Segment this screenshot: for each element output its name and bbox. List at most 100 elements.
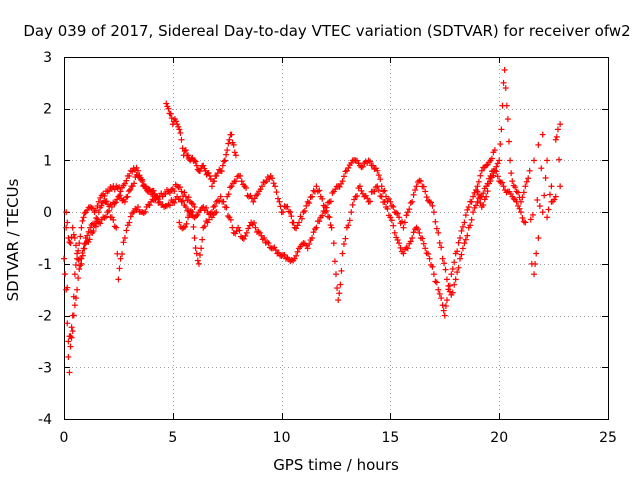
data-point	[339, 178, 346, 185]
data-point-interp	[364, 159, 371, 166]
data-point	[61, 255, 67, 262]
data-point-interp	[499, 179, 506, 186]
data-point-interp	[462, 212, 469, 219]
data-point-interp	[494, 160, 501, 167]
data-point	[461, 240, 468, 247]
data-point-interp	[351, 196, 358, 203]
data-point-interp	[429, 202, 436, 209]
data-point-interp	[523, 178, 530, 185]
data-point	[335, 297, 342, 304]
data-point-interp	[153, 194, 160, 201]
data-point	[557, 121, 564, 128]
data-point-interp	[273, 189, 280, 196]
data-point-interp	[440, 307, 447, 314]
data-point-interp	[307, 194, 314, 201]
data-point-interp	[238, 178, 245, 185]
data-point	[252, 224, 259, 231]
data-point	[430, 209, 437, 216]
data-point	[313, 183, 320, 190]
data-point-interp	[201, 223, 208, 230]
data-point	[224, 147, 231, 154]
data-point	[400, 224, 407, 231]
data-point-interp	[123, 227, 130, 234]
data-point-interp	[407, 199, 414, 206]
data-point-interp	[493, 163, 500, 170]
data-point-interp	[414, 179, 421, 186]
data-point-interp	[490, 149, 497, 156]
data-point-interp	[75, 275, 82, 282]
data-point-interp	[270, 180, 277, 187]
data-point	[422, 245, 429, 252]
data-point-interp	[203, 204, 210, 211]
data-point-interp	[338, 267, 345, 274]
data-point-interp	[406, 206, 413, 213]
data-point-interp	[464, 206, 471, 213]
data-point-interp	[381, 198, 388, 205]
data-point-interp	[84, 232, 91, 239]
data-point-interp	[446, 282, 453, 289]
data-point-interp	[449, 289, 456, 296]
data-point-interp	[420, 183, 427, 190]
data-point-interp	[259, 236, 266, 243]
data-point-interp	[425, 250, 432, 257]
data-point-interp	[107, 214, 114, 221]
data-point-interp	[66, 239, 73, 246]
data-point-interp	[442, 266, 449, 273]
data-point-interp	[257, 186, 264, 193]
data-point	[474, 198, 481, 205]
data-point-interp	[451, 259, 458, 266]
data-point-interp	[367, 198, 374, 205]
data-point	[352, 193, 359, 200]
data-point-interp	[258, 232, 265, 239]
data-point-interp	[481, 196, 488, 203]
data-point	[435, 286, 442, 293]
data-point	[287, 209, 294, 216]
y-tick-label: -4	[38, 412, 52, 428]
data-point	[439, 302, 446, 309]
data-point-interp	[340, 241, 347, 248]
data-point-interp	[90, 227, 97, 234]
data-point-interp	[367, 158, 374, 165]
data-point	[300, 209, 307, 216]
data-point-interp	[467, 222, 474, 229]
data-point-interp	[438, 295, 445, 302]
data-point-interp	[381, 187, 388, 194]
data-point-interp	[159, 201, 166, 208]
data-point-interp	[316, 187, 323, 194]
data-point-interp	[79, 252, 86, 259]
data-point-interp	[116, 265, 123, 272]
data-point	[507, 157, 514, 164]
data-point	[387, 198, 394, 205]
data-point	[80, 214, 87, 221]
data-point-interp	[94, 216, 101, 223]
data-point	[452, 276, 459, 283]
data-point-interp	[255, 228, 262, 235]
data-point-interp	[327, 198, 334, 205]
data-point-interp	[412, 187, 419, 194]
data-point-interp	[545, 206, 552, 213]
data-point	[200, 224, 207, 231]
data-point-interp	[114, 196, 121, 203]
data-point-interp	[280, 209, 287, 216]
data-point-interp	[310, 187, 317, 194]
data-point	[504, 116, 511, 123]
data-point-interp	[220, 158, 227, 165]
data-point-interp	[164, 103, 171, 110]
data-point-interp	[294, 248, 301, 255]
data-point-interp	[142, 183, 149, 190]
data-point	[180, 224, 187, 231]
data-point-interp	[345, 164, 352, 171]
data-point-interp	[325, 199, 332, 206]
data-point	[115, 276, 122, 283]
data-point-interp	[372, 184, 379, 191]
data-point-interp	[380, 188, 387, 195]
data-point	[117, 188, 124, 195]
data-point-interp	[110, 216, 117, 223]
data-point-interp	[490, 172, 497, 179]
data-point-interp	[385, 212, 392, 219]
data-point	[496, 157, 503, 164]
data-point-interp	[403, 212, 410, 219]
data-point	[470, 209, 477, 216]
data-point	[474, 188, 481, 195]
data-point-interp	[355, 185, 362, 192]
